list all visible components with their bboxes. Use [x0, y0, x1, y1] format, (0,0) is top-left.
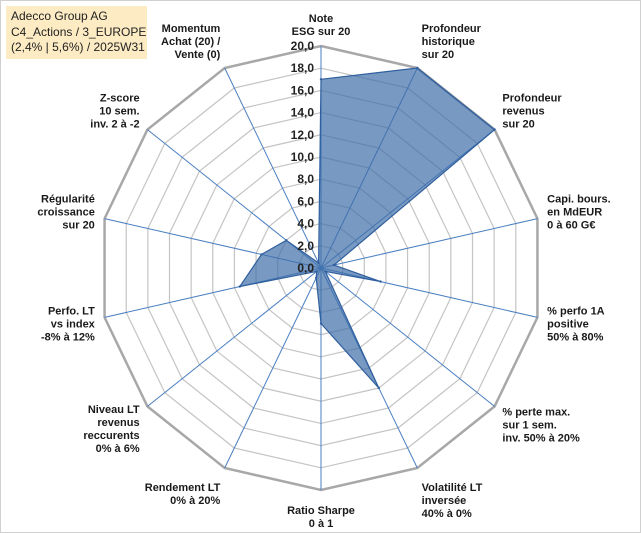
- tick-label: 16,0: [291, 83, 315, 97]
- tick-label: 4,0: [297, 217, 314, 231]
- data-point: [493, 128, 496, 131]
- tick-label: 0,0: [297, 261, 314, 275]
- data-point: [319, 322, 323, 325]
- axis-label: Volatilité LT inversée 40% à 0%: [422, 482, 483, 520]
- params-label: (2,4% | 5,6%) / 2025W31: [11, 40, 145, 54]
- portfolio-label: C4_Actions / 3_EUROPE: [11, 24, 147, 39]
- data-point: [315, 270, 318, 273]
- axis-label: Note ESG sur 20: [292, 13, 351, 38]
- axis-label: Profondeur historique sur 20: [422, 23, 482, 61]
- radar-spoke: [320, 267, 495, 407]
- tick-label: 8,0: [297, 172, 314, 186]
- data-point: [377, 386, 380, 390]
- radar-axis-labels: Note ESG sur 20 Profondeur historique sur 20…: [37, 13, 610, 530]
- data-point: [416, 66, 419, 70]
- data-point: [285, 239, 288, 242]
- axis-label: Z-score 10 sem. inv. 2 à -2: [90, 93, 139, 131]
- radar-spoke: [224, 67, 322, 269]
- axis-label: Momentum Achat (20) / Vente (0): [161, 23, 221, 61]
- company-name: Adecco Group AG: [11, 9, 108, 23]
- radar-spoke: [147, 267, 322, 407]
- radar-spoke: [320, 218, 538, 269]
- tick-label: 18,0: [291, 61, 315, 75]
- data-point: [238, 285, 242, 288]
- data-point: [319, 78, 323, 81]
- radar-series: [238, 66, 496, 390]
- data-point: [324, 270, 327, 273]
- data-point: [332, 263, 336, 267]
- axis-label: Capi. bours. en MdEUR 0 à 60 G€: [547, 194, 611, 232]
- tick-label: 12,0: [291, 128, 315, 142]
- axis-label: % perte max. sur 1 sem. inv. 50% à 20%: [502, 406, 580, 444]
- data-point: [260, 253, 263, 256]
- axis-label: % perfo 1A positive 50% à 80%: [547, 305, 605, 343]
- tick-label: 2,0: [297, 239, 314, 253]
- tick-label: 10,0: [291, 150, 315, 164]
- axis-label: Régularité croissance sur 20: [37, 194, 94, 232]
- tick-label: 14,0: [291, 106, 315, 120]
- series-area: [238, 67, 496, 389]
- tick-label: 6,0: [297, 194, 314, 208]
- axis-label: Rendement LT 0% à 20%: [145, 482, 221, 507]
- radar-tick-labels: 0,0 2,0 4,0 6,0 8,0 10,0 12,0 14,0 16,0 18,0 20,0: [291, 39, 315, 275]
- axis-label: Niveau LT revenus reccurents 0% à 6%: [83, 404, 140, 455]
- axis-label: Profondeur revenus sur 20: [502, 93, 562, 131]
- info-box: Adecco Group AG C4_Actions / 3_EUROPE (2…: [6, 6, 147, 59]
- tick-label: 20,0: [291, 39, 315, 53]
- axis-label: Perfo. LT vs index -8% à 12%: [41, 305, 96, 343]
- axis-label: Ratio Sharpe 0 à 1: [287, 505, 355, 530]
- data-point: [379, 280, 382, 283]
- data-point: [317, 261, 320, 265]
- radar-spoke: [224, 267, 322, 469]
- data-point: [314, 276, 318, 280]
